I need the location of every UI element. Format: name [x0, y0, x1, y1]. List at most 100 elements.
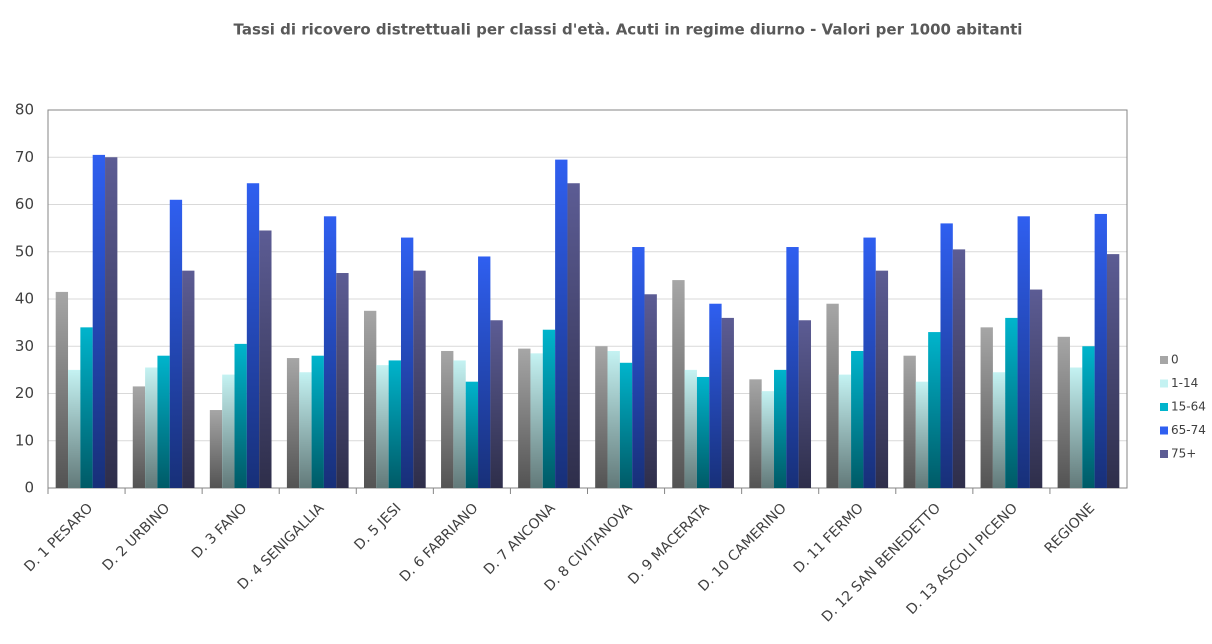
chart-title: Tassi di ricovero distrettuali per class… [234, 21, 1023, 39]
bar-shade [145, 367, 158, 488]
bar-shade [55, 291, 69, 488]
bar-shade [619, 362, 633, 488]
bar-shade [1029, 289, 1043, 488]
x-tick-label: D. 11 FERMO [791, 500, 867, 576]
bar-shade [259, 230, 272, 489]
bar-shade [632, 247, 645, 488]
bar-shade [209, 410, 223, 488]
bar-shade [761, 391, 775, 488]
bar-shade [222, 374, 235, 488]
bar-shade [709, 303, 722, 488]
bar-shade [1094, 213, 1107, 488]
bar-shade [903, 355, 916, 488]
y-tick-label: 50 [15, 242, 34, 260]
y-tick-label: 60 [15, 195, 34, 213]
legend-label: 15-64 [1171, 400, 1206, 414]
bar-shade [684, 369, 697, 488]
x-tick-label: D. 2 URBINO [100, 500, 174, 574]
bar-shade [798, 320, 812, 488]
bar-shade [234, 343, 247, 488]
bar-shade [826, 303, 839, 488]
x-tick-label: D. 3 FANO [189, 500, 250, 561]
bar-shade [915, 381, 929, 488]
bar-shade [376, 365, 389, 488]
bar-shade [696, 376, 710, 488]
bar-shade [644, 294, 657, 488]
bar-shade [851, 350, 864, 488]
x-tick-label: D. 6 FABRIANO [397, 500, 482, 585]
bar-shade [363, 310, 377, 488]
bar-shade [286, 358, 300, 488]
legend-swatch [1160, 379, 1168, 388]
bar-shade [1082, 346, 1095, 488]
bar-shade [1106, 254, 1120, 488]
bar-shade [518, 348, 531, 488]
bar-shade [68, 369, 81, 488]
bar-shade [400, 237, 414, 488]
bar-shade [992, 372, 1006, 488]
x-tick-label: D. 5 JESI [351, 500, 404, 553]
legend-swatch [1160, 356, 1168, 364]
legend-label: 65-74 [1171, 423, 1206, 437]
bar-shade [80, 327, 93, 488]
x-tick-label: D. 4 SENIGALLIA [235, 500, 328, 593]
bar-shade [1005, 317, 1018, 488]
bar-shade [838, 374, 852, 488]
bar-shade [299, 372, 312, 488]
bar-shade [530, 353, 543, 488]
legend-swatch [1160, 450, 1168, 458]
bar-shade [246, 183, 260, 489]
y-tick-label: 70 [15, 148, 34, 166]
bar-shade [323, 216, 337, 488]
bar-shade [453, 360, 466, 488]
bar-shade [940, 223, 953, 488]
bar-shade [786, 247, 799, 488]
bar-shade [980, 327, 993, 488]
legend-swatch [1160, 426, 1168, 435]
bar-shade [490, 320, 503, 488]
bar-shade [952, 249, 966, 488]
y-tick-label: 80 [15, 101, 34, 119]
bar-shade [132, 386, 146, 488]
bar-shade [774, 369, 787, 488]
bar-shade [863, 237, 876, 488]
bar-shade [441, 350, 454, 488]
bar-shade [875, 270, 889, 488]
bar-shade [478, 256, 491, 488]
bar-shade [1069, 367, 1083, 488]
x-tick-label: D. 9 MACERATA [625, 500, 713, 588]
bar-shade [1057, 336, 1070, 488]
y-tick-label: 0 [24, 479, 34, 497]
bar-shade [721, 317, 734, 488]
y-tick-label: 40 [15, 290, 34, 308]
bar-shade [336, 273, 349, 488]
bar-shade [1017, 216, 1030, 488]
bar-shade [607, 350, 620, 488]
y-tick-label: 20 [15, 384, 34, 402]
bar-shade [157, 355, 170, 488]
legend-label: 1-14 [1171, 376, 1198, 390]
bar-shade [169, 199, 183, 488]
y-tick-label: 30 [15, 337, 34, 355]
x-tick-label: D. 1 PESARO [21, 500, 96, 575]
legend-swatch [1160, 403, 1168, 411]
legend-label: 0 [1171, 353, 1179, 367]
bar-shade [413, 270, 426, 488]
y-tick-label: 10 [15, 431, 34, 449]
x-tick-label: REGIONE [1042, 500, 1098, 556]
bar-shade [105, 157, 118, 488]
bar-shade [465, 381, 479, 488]
legend-label: 75+ [1171, 447, 1196, 461]
bar-shade [928, 332, 941, 488]
bar-shade [672, 280, 685, 488]
bar-shade [555, 159, 568, 489]
bar-shade [595, 346, 608, 488]
bar-shade [749, 379, 762, 488]
bar-shade [92, 154, 106, 488]
bar-shade [542, 329, 556, 488]
bar-shade [182, 270, 195, 488]
bar-shade [311, 355, 324, 488]
bar-shade [388, 360, 401, 488]
bar-shade [567, 183, 580, 489]
